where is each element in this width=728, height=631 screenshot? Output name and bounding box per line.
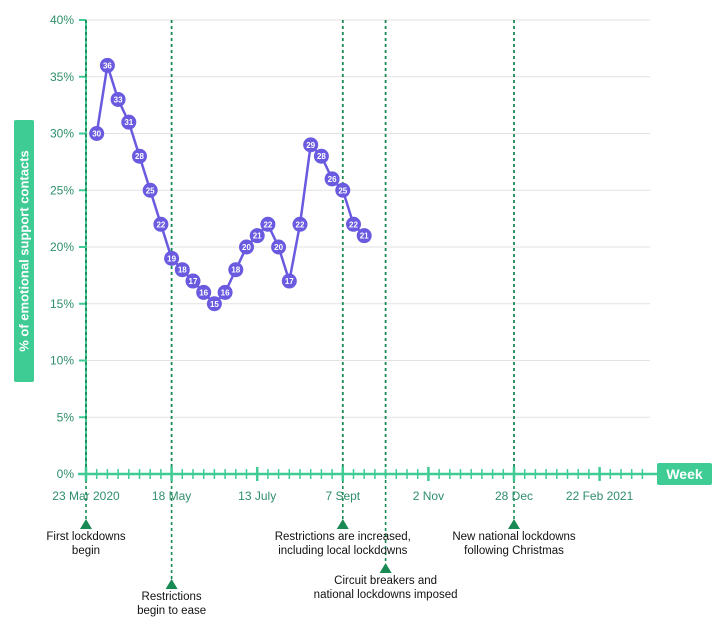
data-point <box>153 216 169 232</box>
data-label: 18 <box>231 266 240 275</box>
data-point <box>121 114 137 130</box>
y-tick-label: 15% <box>50 297 74 311</box>
data-point <box>313 148 329 164</box>
data-point <box>324 171 340 187</box>
grid-layer: 0% 5% 10% 15% 20% 25% 30% 35% 40% <box>50 13 650 481</box>
data-point <box>281 273 297 289</box>
data-point <box>164 250 180 266</box>
data-label: 21 <box>360 232 369 241</box>
data-point <box>303 137 319 153</box>
y-tick-label: 10% <box>50 354 74 368</box>
x-tick-label: 2 Nov <box>413 489 444 503</box>
data-label: 29 <box>306 141 315 150</box>
data-point <box>239 239 254 255</box>
y-tick-label: 25% <box>50 183 74 197</box>
data-point <box>346 216 361 232</box>
event-marker <box>165 579 178 589</box>
data-point <box>271 239 287 255</box>
x-axis-label: Week <box>666 466 703 482</box>
data-label: 16 <box>199 288 208 297</box>
event-lines <box>85 20 515 579</box>
x-tick-label: 22 Feb 2021 <box>566 489 634 503</box>
data-point <box>249 228 265 244</box>
data-label: 17 <box>189 277 198 286</box>
y-tick-label: 40% <box>50 13 74 27</box>
event-marker <box>379 563 392 573</box>
data-label: 19 <box>167 254 176 263</box>
data-point <box>335 182 351 198</box>
annotation-text: national lockdowns imposed <box>314 589 458 601</box>
annotation-text: begin to ease <box>137 605 206 617</box>
data-label: 25 <box>338 186 347 195</box>
x-tick-label: 28 Dec <box>495 489 533 503</box>
x-axis: 23 Mar 2020 18 May 13 July 7 Sept 2 Nov 28 De… <box>52 467 657 503</box>
annotation-text: begin <box>72 545 100 557</box>
data-point <box>217 284 233 300</box>
annotation-text: Restrictions are increased, <box>275 531 411 543</box>
data-label: 22 <box>349 220 358 229</box>
y-tick-label: 5% <box>57 410 75 424</box>
annotation-text: Restrictions <box>142 591 202 603</box>
data-point <box>99 57 115 73</box>
data-point <box>110 91 126 107</box>
y-tick-label: 20% <box>50 240 74 254</box>
data-label: 22 <box>296 220 305 229</box>
event-marker <box>508 519 520 529</box>
data-point <box>228 262 244 278</box>
x-tick-label: 13 July <box>238 489 276 503</box>
y-axis-label: % of emotional support contacts <box>17 150 32 352</box>
data-label: 20 <box>274 243 283 252</box>
data-label: 20 <box>242 243 251 252</box>
data-point <box>292 216 308 232</box>
x-axis-title: Week <box>657 463 712 485</box>
y-tick-label: 0% <box>57 467 75 481</box>
annotation-text: Circuit breakers and <box>334 575 437 587</box>
data-point <box>260 216 276 232</box>
data-label: 28 <box>317 152 326 161</box>
data-label: 31 <box>124 118 133 127</box>
data-label: 22 <box>156 220 165 229</box>
data-label: 28 <box>135 152 144 161</box>
data-point <box>206 296 222 312</box>
event-marker <box>336 519 349 529</box>
data-point <box>174 262 190 278</box>
series-layer: 3036333128252219181716151618202122201722… <box>89 57 372 312</box>
data-label: 25 <box>146 186 155 195</box>
annotation-text: New national lockdowns <box>452 531 576 543</box>
data-label: 21 <box>253 232 262 241</box>
x-tick-label: 18 May <box>152 489 191 503</box>
data-label: 36 <box>103 61 112 70</box>
annotation-text: including local lockdowns <box>278 545 407 557</box>
data-point <box>89 126 105 141</box>
annotation-text: following Christmas <box>464 545 564 557</box>
data-label: 16 <box>221 288 230 297</box>
y-axis-title: % of emotional support contacts <box>14 120 34 382</box>
data-label: 33 <box>114 95 123 104</box>
data-point <box>356 228 372 244</box>
data-label: 17 <box>285 277 294 286</box>
data-label: 30 <box>92 130 101 139</box>
data-point <box>132 148 147 164</box>
data-label: 22 <box>263 220 272 229</box>
y-tick-label: 30% <box>50 127 74 141</box>
event-marker <box>80 519 92 529</box>
data-label: 26 <box>328 175 337 184</box>
data-point <box>196 284 212 300</box>
x-tick-label: 7 Sept <box>325 489 360 503</box>
x-tick-label: 23 Mar 2020 <box>52 489 120 503</box>
data-label: 18 <box>178 266 187 275</box>
annotation-text: First lockdowns <box>46 531 125 543</box>
data-point <box>142 182 158 198</box>
data-label: 15 <box>210 300 219 309</box>
y-tick-label: 35% <box>50 70 74 84</box>
data-point <box>185 273 201 289</box>
annotations: First lockdowns begin Restrictions begin to… <box>46 519 576 617</box>
